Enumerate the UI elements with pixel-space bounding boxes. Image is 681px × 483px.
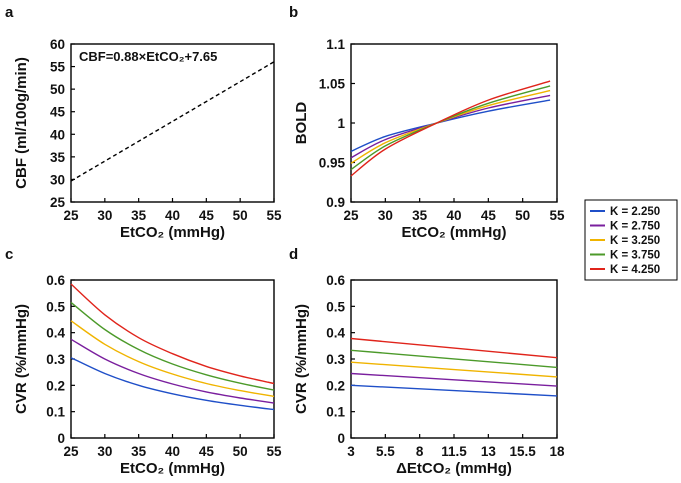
series-line-c-k-4-250 [70,283,275,385]
y-axis-label-c: CVR (%/mmHg) [13,304,30,414]
y-tick-label-d: 0 [337,431,345,446]
y-tick-label-a: 35 [50,150,66,165]
x-tick-label-b: 45 [481,208,497,223]
x-axis-label-d: ΔEtCO₂ (mmHg) [396,460,512,477]
x-tick-label-c: 35 [131,444,147,459]
x-tick-label-c: 50 [233,444,248,459]
x-tick-label-d: 8 [416,444,424,459]
y-axis-label-b: BOLD [293,102,310,145]
y-tick-label-a: 45 [50,105,66,120]
series-line-d-k-3-250 [350,361,558,378]
panel-letter-b: b [289,4,298,21]
series-line-b-k-3-750 [350,85,551,171]
y-tick-label-d: 0.1 [326,405,345,420]
legend-entry-label: K = 2.250 [610,206,660,218]
x-tick-label-c: 30 [97,444,112,459]
y-tick-label-d: 0.3 [326,352,345,367]
series-line-c-k-2-750 [70,338,275,404]
plot-frame-c [70,279,275,439]
y-tick-label-a: 40 [50,127,65,142]
x-axis-label-b: EtCO₂ (mmHg) [402,224,507,241]
legend-entry-label: K = 4.250 [610,264,660,276]
legend-entry-label: K = 3.750 [610,250,660,262]
y-tick-label-d: 0.4 [326,326,345,341]
y-tick-label-d: 0.6 [326,273,345,288]
y-tick-label-d: 0.5 [326,299,345,314]
x-tick-label-a: 55 [266,208,282,223]
x-tick-label-b: 40 [446,208,461,223]
y-tick-label-c: 0 [57,431,65,446]
x-tick-label-b: 35 [412,208,428,223]
x-tick-label-d: 15.5 [510,444,537,459]
y-tick-label-a: 30 [50,172,65,187]
x-tick-label-c: 25 [63,444,79,459]
series-line-c-k-2-250 [70,357,275,411]
y-tick-label-d: 0.2 [326,378,345,393]
y-tick-label-b: 1.1 [326,37,345,52]
panel-letter-a: a [5,4,14,21]
y-tick-label-c: 0.2 [46,378,65,393]
x-tick-label-a: 35 [131,208,147,223]
panel-letter-d: d [289,246,298,263]
x-axis-label-a: EtCO₂ (mmHg) [120,224,225,241]
y-tick-label-b: 1 [337,116,345,131]
x-tick-label-a: 45 [199,208,215,223]
series-line-b-k-2-250 [350,99,551,153]
series-line-d-k-2-250 [350,384,558,397]
x-tick-label-a: 25 [63,208,79,223]
legend-entry-label: K = 2.750 [610,221,660,233]
x-tick-label-a: 30 [97,208,112,223]
y-tick-label-c: 0.5 [46,299,65,314]
y-tick-label-a: 55 [50,60,66,75]
legend-entry-label: K = 3.250 [610,235,660,247]
x-tick-label-d: 5.5 [376,444,395,459]
x-tick-label-b: 55 [549,208,565,223]
series-line-c-k-3-250 [70,320,275,398]
x-tick-label-c: 40 [165,444,180,459]
y-tick-label-b: 1.05 [319,77,346,92]
y-tick-label-b: 0.95 [319,156,346,171]
series-line-d-k-4-250 [350,337,558,359]
plot-frame-b [350,43,558,203]
y-tick-label-a: 25 [50,195,66,210]
x-tick-label-c: 55 [266,444,282,459]
series-line-c-k-3-750 [70,301,275,391]
x-tick-label-a: 50 [233,208,248,223]
y-tick-label-c: 0.6 [46,273,65,288]
equation-annotation: CBF=0.88×EtCO₂+7.65 [79,49,217,64]
x-tick-label-b: 30 [378,208,393,223]
x-tick-label-d: 18 [549,444,565,459]
y-tick-label-c: 0.1 [46,405,65,420]
x-tick-label-d: 3 [347,444,355,459]
x-tick-label-b: 25 [343,208,359,223]
y-axis-label-d: CVR (%/mmHg) [293,304,310,414]
series-line-d-k-2-750 [350,372,558,387]
y-tick-label-c: 0.4 [46,326,65,341]
x-tick-label-d: 11.5 [441,444,467,459]
x-tick-label-d: 13 [481,444,497,459]
y-tick-label-a: 50 [50,82,65,97]
x-tick-label-a: 40 [165,208,180,223]
series-line-d-k-3-750 [350,349,558,369]
y-tick-label-b: 0.9 [326,195,345,210]
y-axis-label-a: CBF (ml/100g/min) [13,57,30,189]
plot-frame-a [70,43,275,203]
y-tick-label-c: 0.3 [46,352,65,367]
x-tick-label-c: 45 [199,444,215,459]
y-tick-label-a: 60 [50,37,65,52]
x-tick-label-b: 50 [515,208,530,223]
panel-letter-c: c [5,246,13,263]
series-line-b-k-4-250 [350,80,551,177]
x-axis-label-c: EtCO₂ (mmHg) [120,460,225,477]
series-line-a-cbf-fit [70,61,275,182]
